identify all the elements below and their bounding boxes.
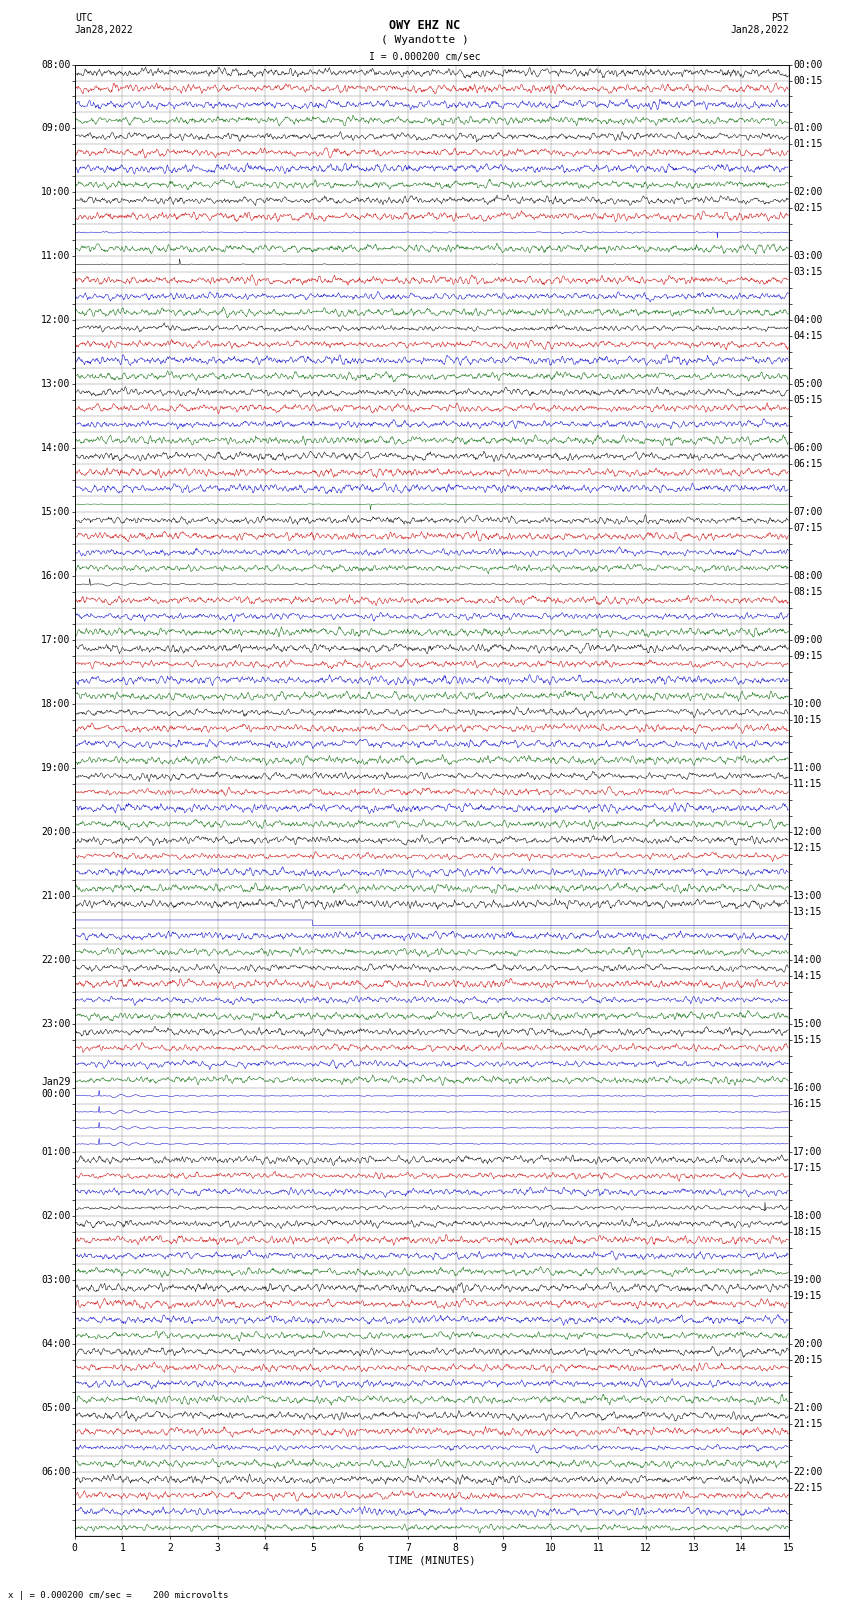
Text: I = 0.000200 cm/sec: I = 0.000200 cm/sec (369, 52, 481, 61)
Text: PST
Jan28,2022: PST Jan28,2022 (730, 13, 789, 34)
Text: OWY EHZ NC: OWY EHZ NC (389, 19, 461, 32)
Text: x | = 0.000200 cm/sec =    200 microvolts: x | = 0.000200 cm/sec = 200 microvolts (8, 1590, 229, 1600)
Text: ( Wyandotte ): ( Wyandotte ) (381, 35, 469, 45)
Text: UTC
Jan28,2022: UTC Jan28,2022 (75, 13, 133, 34)
X-axis label: TIME (MINUTES): TIME (MINUTES) (388, 1557, 475, 1566)
